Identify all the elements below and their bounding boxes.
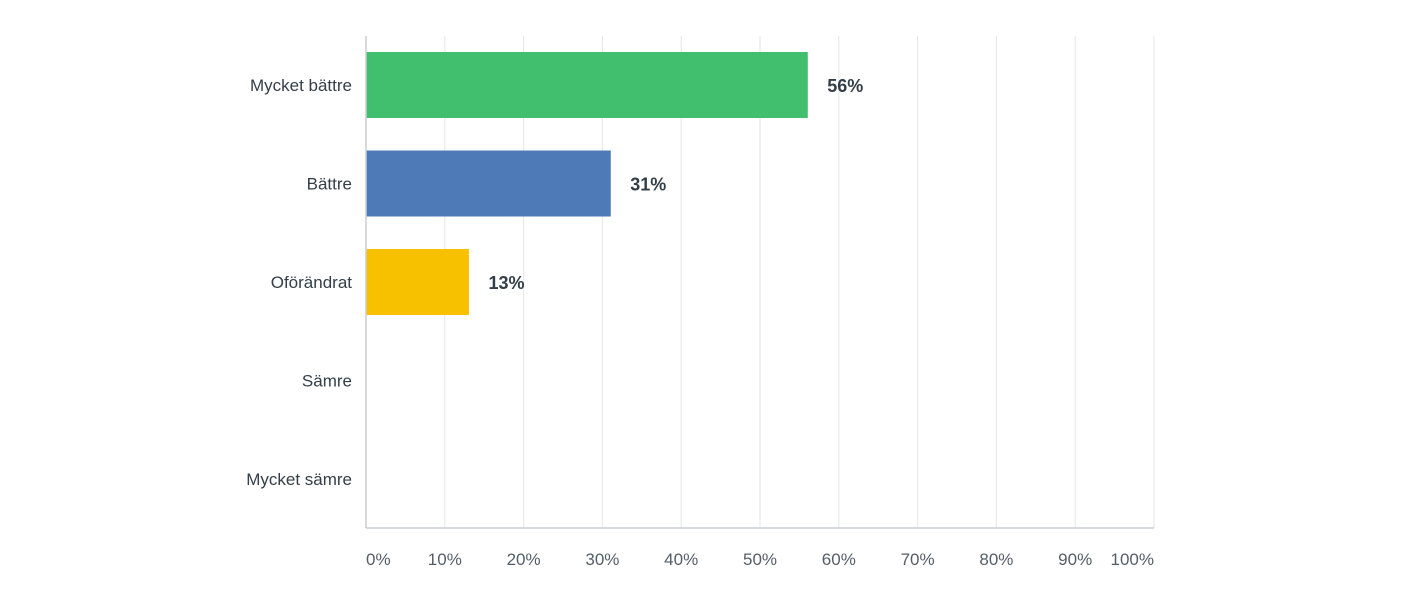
x-tick-label: 50% bbox=[743, 550, 777, 569]
value-label: 13% bbox=[488, 273, 524, 293]
x-tick-label: 80% bbox=[979, 550, 1013, 569]
category-label: Mycket sämre bbox=[246, 470, 352, 489]
labels: Mycket bättre 56% Bättre 31% Oförändrat 13% Sä… bbox=[246, 76, 1154, 569]
x-tick-label: 60% bbox=[822, 550, 856, 569]
x-tick-label: 70% bbox=[901, 550, 935, 569]
x-tick-label: 30% bbox=[585, 550, 619, 569]
value-label: 56% bbox=[827, 76, 863, 96]
axes bbox=[365, 36, 1154, 529]
x-tick-label: 0% bbox=[366, 550, 391, 569]
category-label: Bättre bbox=[307, 175, 352, 194]
x-tick-label: 100% bbox=[1111, 550, 1154, 569]
bar-1[interactable] bbox=[366, 150, 611, 217]
value-label: 31% bbox=[630, 175, 666, 195]
x-tick-label: 10% bbox=[428, 550, 462, 569]
bar-0[interactable] bbox=[366, 52, 808, 118]
x-tick-label: 20% bbox=[507, 550, 541, 569]
category-label: Oförändrat bbox=[271, 273, 353, 292]
category-label: Mycket bättre bbox=[250, 76, 352, 95]
bar-2[interactable] bbox=[366, 249, 469, 315]
bars bbox=[366, 52, 808, 315]
category-label: Sämre bbox=[302, 372, 352, 391]
x-tick-label: 90% bbox=[1058, 550, 1092, 569]
x-tick-label: 40% bbox=[664, 550, 698, 569]
